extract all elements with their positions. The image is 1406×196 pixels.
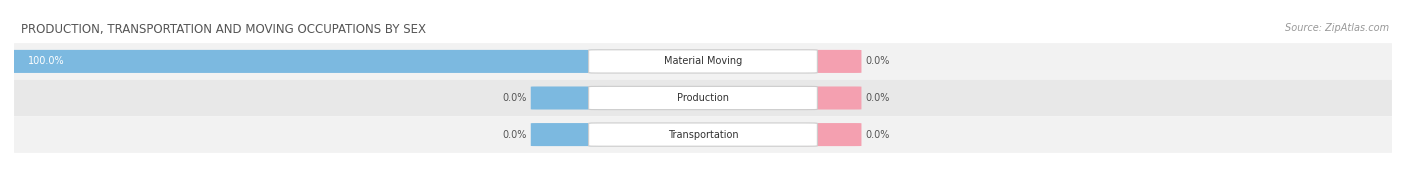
FancyBboxPatch shape [14,116,1392,153]
FancyBboxPatch shape [589,86,817,110]
Text: 0.0%: 0.0% [866,56,890,66]
FancyBboxPatch shape [7,50,606,73]
FancyBboxPatch shape [589,123,817,146]
Text: 0.0%: 0.0% [866,93,890,103]
Text: PRODUCTION, TRANSPORTATION AND MOVING OCCUPATIONS BY SEX: PRODUCTION, TRANSPORTATION AND MOVING OC… [21,23,426,36]
Text: Material Moving: Material Moving [664,56,742,66]
Text: 0.0%: 0.0% [502,93,527,103]
Text: Transportation: Transportation [668,130,738,140]
Text: 0.0%: 0.0% [502,130,527,140]
FancyBboxPatch shape [531,123,606,146]
FancyBboxPatch shape [800,123,862,146]
Text: 0.0%: 0.0% [866,130,890,140]
FancyBboxPatch shape [531,86,606,110]
FancyBboxPatch shape [589,50,817,73]
Text: 100.0%: 100.0% [28,56,65,66]
FancyBboxPatch shape [14,43,1392,80]
Text: Source: ZipAtlas.com: Source: ZipAtlas.com [1285,23,1389,33]
FancyBboxPatch shape [800,86,862,110]
FancyBboxPatch shape [800,50,862,73]
Text: Production: Production [678,93,728,103]
FancyBboxPatch shape [14,80,1392,116]
